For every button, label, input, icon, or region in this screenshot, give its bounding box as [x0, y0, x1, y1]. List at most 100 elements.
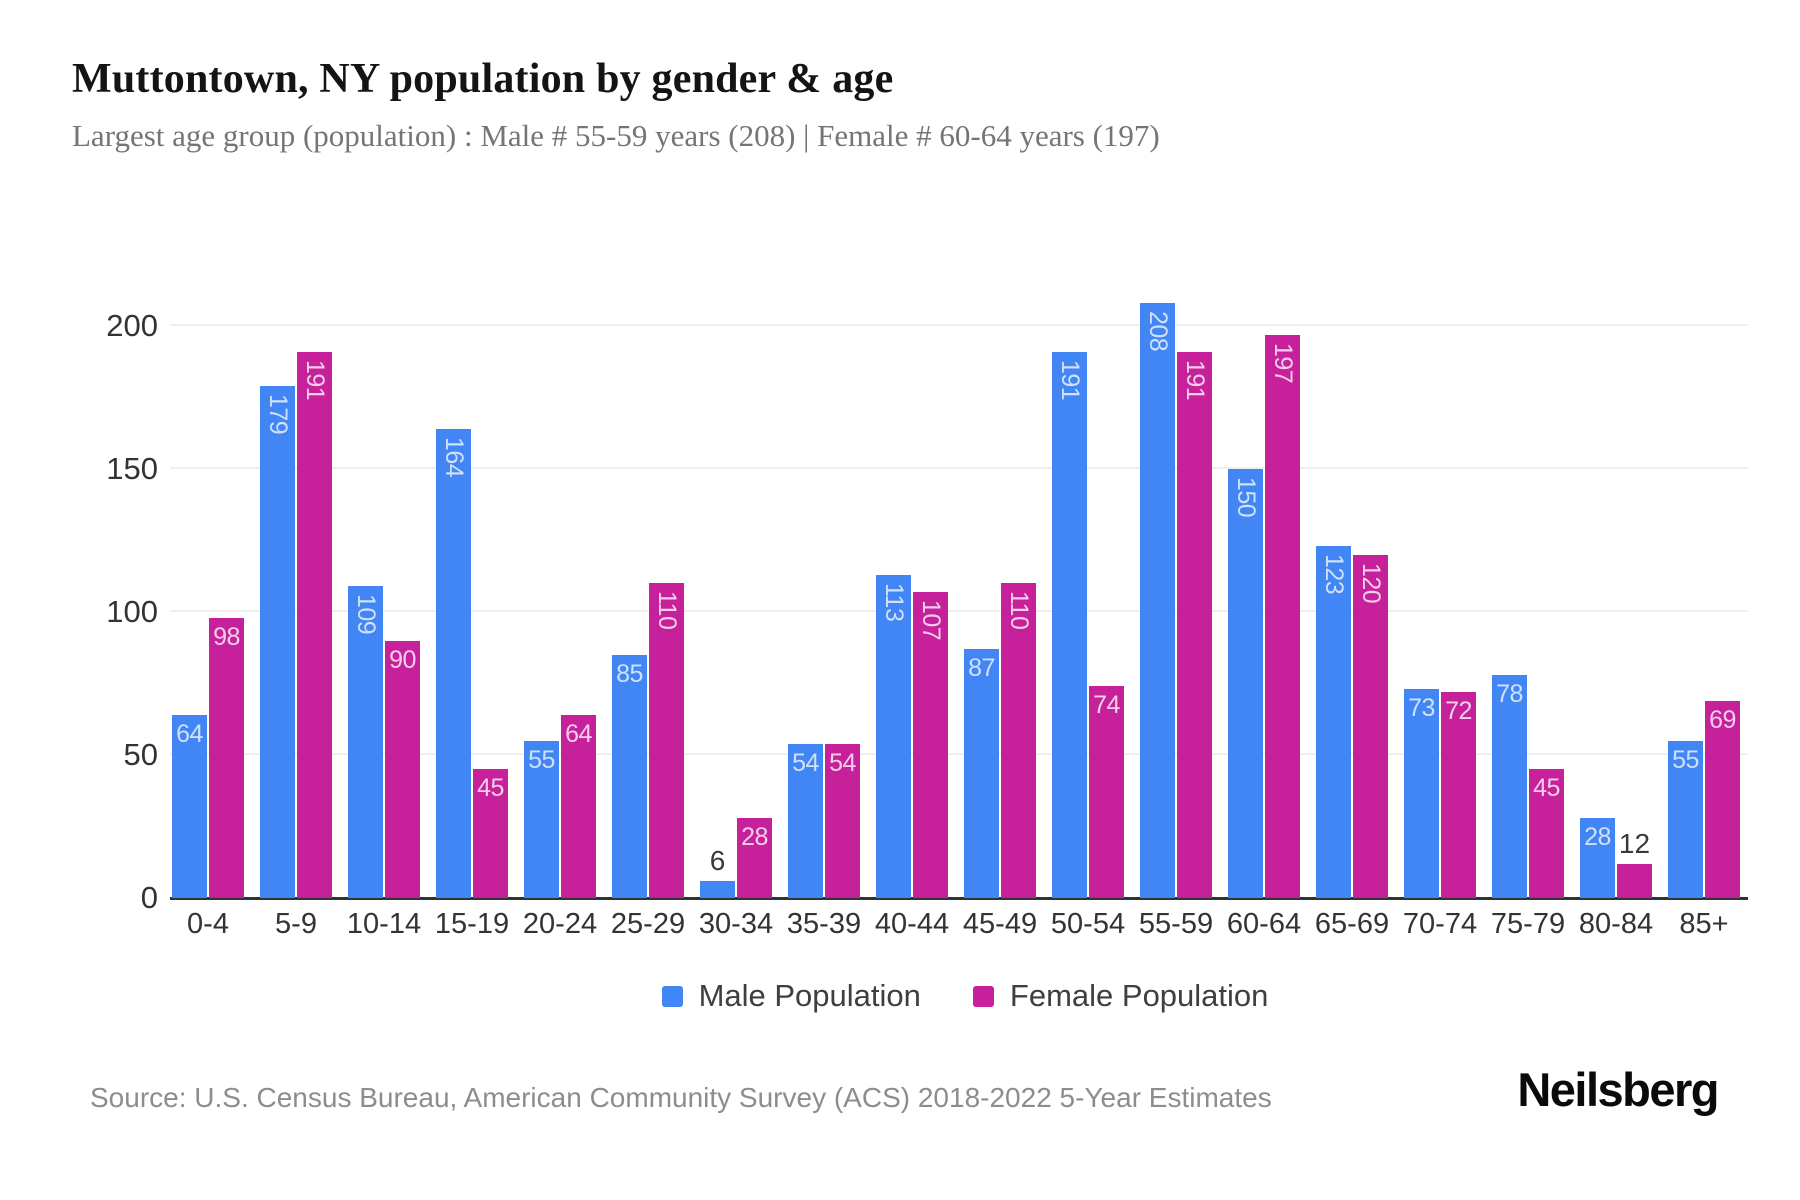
bar-value-label: 197 [1269, 342, 1297, 383]
female-bar-10-14[interactable]: 90 [385, 640, 420, 898]
male-bar-65-69[interactable]: 123 [1316, 546, 1351, 898]
male-bar-40-44[interactable]: 113 [876, 574, 911, 898]
bar-group-30-34: 6 28 [700, 270, 772, 898]
bar-value-label: 69 [1709, 705, 1736, 734]
bar-value-label: 72 [1445, 697, 1472, 726]
chart-subtitle: Largest age group (population) : Male # … [72, 118, 1160, 153]
bar-value-label: 191 [1181, 359, 1209, 400]
male-bar-50-54[interactable]: 191 [1052, 351, 1087, 898]
bar-value-label: 109 [352, 594, 380, 635]
x-axis-line [170, 897, 1748, 900]
bar-value-label: 45 [477, 774, 504, 803]
bar-value-label: 64 [565, 719, 592, 748]
male-bar-35-39[interactable]: 54 [788, 743, 823, 898]
bar-value-label: 6 [709, 844, 726, 876]
male-bar-80-84[interactable]: 28 [1580, 817, 1615, 898]
bar-group-10-14: 109 90 [348, 270, 420, 898]
x-axis-tick-65-69: 65-69 [1314, 908, 1390, 940]
bar-value-label: 110 [1005, 591, 1033, 630]
bar-value-label: 64 [176, 719, 203, 748]
legend-swatch [972, 985, 994, 1007]
x-axis-tick-5-9: 5-9 [275, 908, 317, 940]
x-axis-tick-70-74: 70-74 [1402, 908, 1478, 940]
bar-group-35-39: 54 54 [788, 270, 860, 898]
bar-value-label: 110 [653, 591, 681, 630]
bar-group-45-49: 87 110 [964, 270, 1036, 898]
gridline-y50 [170, 753, 1748, 755]
x-axis-tick-10-14: 10-14 [346, 908, 422, 940]
gridline-y100 [170, 610, 1748, 612]
female-bar-30-34[interactable]: 28 [737, 817, 772, 898]
bar-value-label: 150 [1232, 477, 1260, 518]
male-bar-60-64[interactable]: 150 [1228, 469, 1263, 898]
female-bar-85+[interactable]: 69 [1705, 700, 1740, 898]
female-bar-65-69[interactable]: 120 [1353, 554, 1388, 898]
male-bar-55-59[interactable]: 208 [1140, 303, 1175, 898]
female-bar-80-84[interactable]: 12 [1617, 828, 1652, 898]
male-bar-20-24[interactable]: 55 [524, 740, 559, 898]
x-axis-tick-0-4: 0-4 [187, 908, 229, 940]
bar-value-label: 74 [1093, 691, 1120, 720]
x-axis-tick-50-54: 50-54 [1050, 908, 1126, 940]
chart-legend: Male Population Female Population [170, 972, 1760, 1020]
bar-value-label: 55 [1672, 745, 1699, 774]
female-bar-15-19[interactable]: 45 [473, 769, 508, 898]
x-axis-tick-80-84: 80-84 [1578, 908, 1654, 940]
female-bar-25-29[interactable]: 110 [649, 583, 684, 898]
bar-value-label: 12 [1618, 827, 1651, 859]
bar-value-label: 113 [880, 582, 908, 622]
bar-group-80-84: 28 12 [1580, 270, 1652, 898]
female-bar-75-79[interactable]: 45 [1529, 769, 1564, 898]
male-bar-25-29[interactable]: 85 [612, 654, 647, 898]
bar-value-label: 164 [440, 436, 468, 478]
female-bar-5-9[interactable]: 191 [297, 351, 332, 898]
x-axis-tick-75-79: 75-79 [1490, 908, 1566, 940]
legend-item-female-population[interactable]: Female Population [972, 978, 1268, 1014]
y-axis-tick-150: 150 [106, 451, 158, 486]
x-axis-tick-55-59: 55-59 [1138, 908, 1214, 940]
bar-group-70-74: 73 72 [1404, 270, 1476, 898]
bar-value-label: 54 [792, 748, 819, 777]
male-bar-5-9[interactable]: 179 [260, 386, 295, 898]
female-bar-50-54[interactable]: 74 [1089, 686, 1124, 898]
bar-group-25-29: 85 110 [612, 270, 684, 898]
bar-value-label: 107 [917, 599, 945, 641]
male-bar-30-34[interactable]: 6 [700, 845, 735, 898]
male-bar-15-19[interactable]: 164 [436, 428, 471, 898]
bar-group-5-9: 179 191 [260, 270, 332, 898]
female-bar-60-64[interactable]: 197 [1265, 334, 1300, 898]
male-bar-70-74[interactable]: 73 [1404, 689, 1439, 898]
y-axis-tick-0: 0 [140, 880, 158, 915]
bar-value-label: 120 [1357, 562, 1385, 604]
male-bar-45-49[interactable]: 87 [964, 649, 999, 898]
female-bar-45-49[interactable]: 110 [1001, 583, 1036, 898]
bar-group-20-24: 55 64 [524, 270, 596, 898]
chart-title: Muttontown, NY population by gender & ag… [72, 56, 894, 102]
female-bar-70-74[interactable]: 72 [1441, 692, 1476, 898]
y-axis-tick-50: 50 [123, 737, 158, 772]
female-bar-20-24[interactable]: 64 [561, 714, 596, 898]
bar-value-label: 208 [1144, 311, 1172, 352]
female-bar-35-39[interactable]: 54 [825, 743, 860, 898]
female-bar-55-59[interactable]: 191 [1177, 351, 1212, 898]
male-bar-0-4[interactable]: 64 [172, 714, 207, 898]
gridline-y150 [170, 467, 1748, 469]
legend-item-male-population[interactable]: Male Population [661, 978, 921, 1014]
x-axis-tick-25-29: 25-29 [610, 908, 686, 940]
male-bar-10-14[interactable]: 109 [348, 586, 383, 898]
male-bar-75-79[interactable]: 78 [1492, 674, 1527, 898]
y-axis-tick-100: 100 [106, 594, 158, 629]
female-bar-0-4[interactable]: 98 [209, 617, 244, 898]
plot-area: 64 98 179 191 109 90 164 45 55 64 85 110 6 28 54 54 113 1… [170, 270, 1760, 900]
female-bar-40-44[interactable]: 107 [913, 591, 948, 898]
bar-value-label: 54 [829, 748, 856, 777]
male-bar-85+[interactable]: 55 [1668, 740, 1703, 898]
bar-value-label: 87 [968, 654, 995, 683]
x-axis-tick-85+: 85+ [1679, 908, 1729, 940]
bar-group-85+: 55 69 [1668, 270, 1740, 898]
x-axis-tick-60-64: 60-64 [1226, 908, 1302, 940]
bar-value-label: 28 [741, 822, 768, 851]
x-axis-tick-35-39: 35-39 [786, 908, 862, 940]
bar-value-label: 55 [528, 745, 555, 774]
